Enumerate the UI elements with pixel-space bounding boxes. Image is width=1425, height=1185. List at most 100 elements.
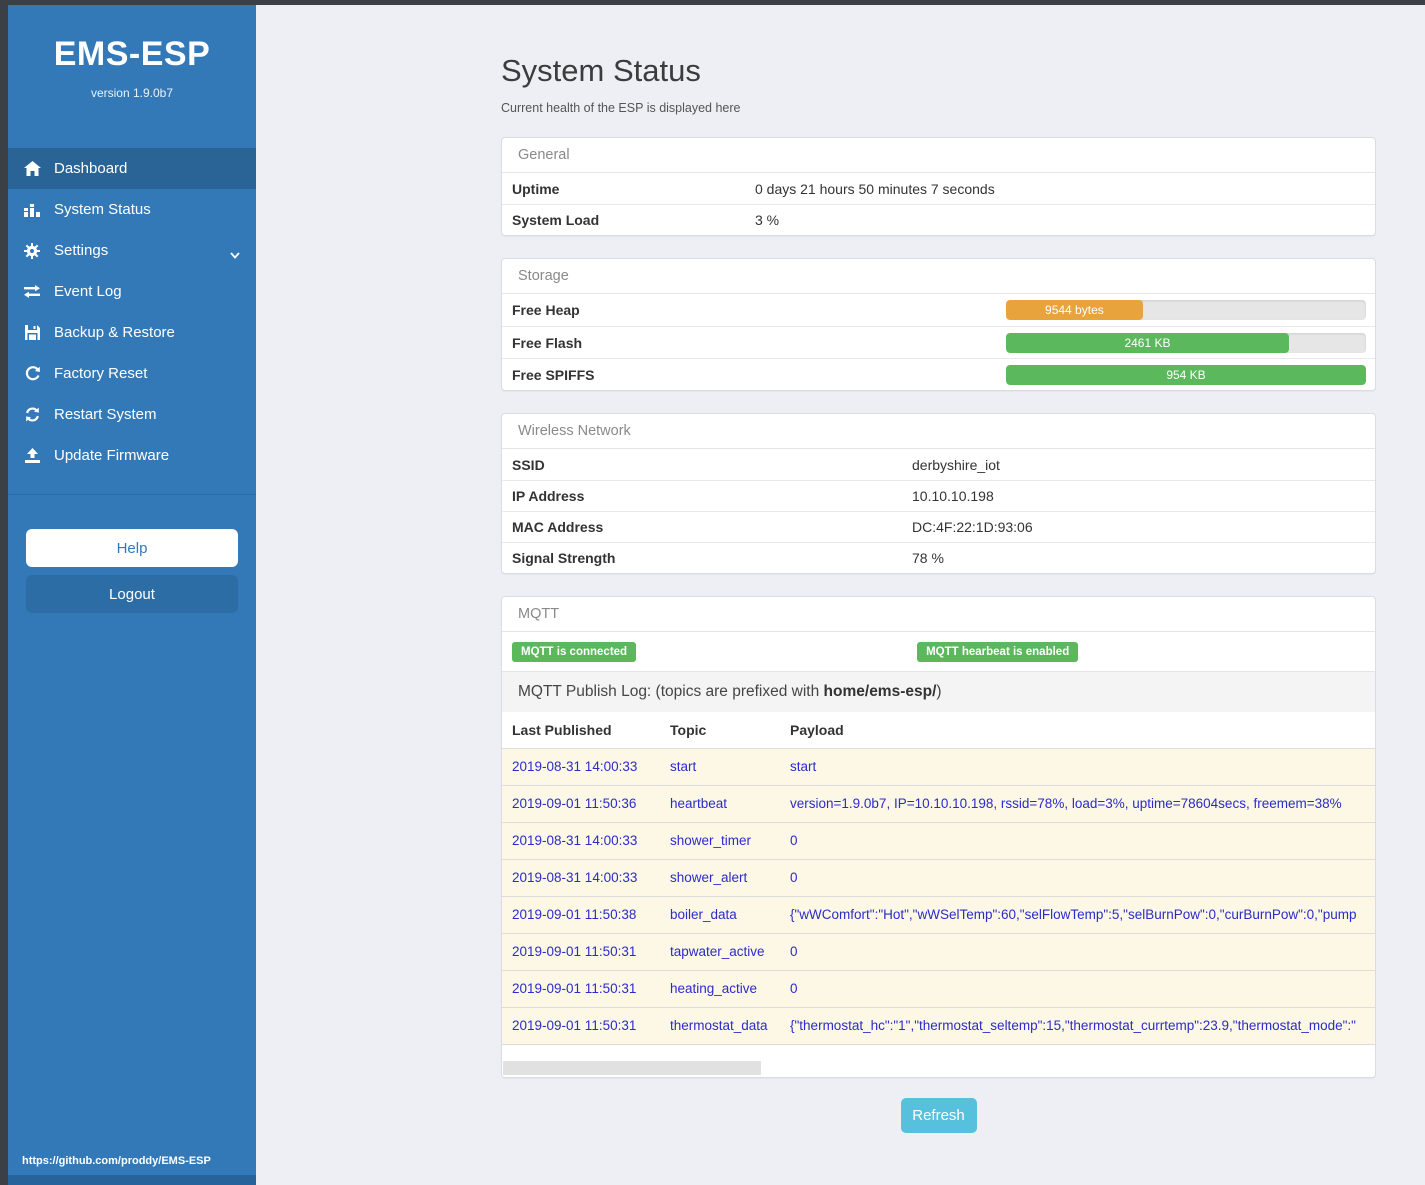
- sidebar-nav: Dashboard System Status: [8, 148, 256, 476]
- cell-payload: {"thermostat_hc":"1","thermostat_seltemp…: [780, 1007, 1375, 1045]
- wireless-row-ip: IP Address 10.10.10.198: [502, 480, 1375, 511]
- sidebar-item-backup-restore[interactable]: Backup & Restore: [8, 312, 256, 353]
- app-version: version 1.9.0b7: [90, 86, 174, 100]
- app-title: EMS-ESP: [53, 35, 211, 73]
- progress-track: 2461 KB: [1006, 332, 1366, 353]
- cell-time: 2019-08-31 14:00:33: [502, 859, 660, 897]
- help-button[interactable]: Help: [26, 529, 238, 567]
- table-row: 2019-09-01 11:50:31 tapwater_active 0: [502, 933, 1375, 971]
- cell-topic: boiler_data: [660, 896, 780, 934]
- github-link[interactable]: https://github.com/proddy/EMS-ESP: [22, 1155, 211, 1167]
- row-label: System Load: [512, 212, 600, 228]
- sidebar-item-label: Backup & Restore: [54, 324, 175, 341]
- cell-payload: version=1.9.0b7, IP=10.10.10.198, rssid=…: [780, 785, 1375, 823]
- cell-time: 2019-08-31 14:00:33: [502, 747, 660, 786]
- row-label: Free Flash: [512, 334, 583, 351]
- row-label: Uptime: [512, 180, 560, 197]
- horizontal-scrollbar: [502, 1060, 1375, 1075]
- sidebar-item-label: Dashboard: [54, 160, 128, 177]
- mqtt-connected-badge: MQTT is connected: [512, 641, 637, 662]
- row-value: derbyshire_iot: [912, 456, 1000, 473]
- panel-header: Storage: [502, 259, 1375, 294]
- sidebar: EMS-ESP version 1.9.0b7 Dashboard Syst: [8, 5, 256, 1185]
- table-row: 2019-09-01 11:50:38 boiler_data {"wWComf…: [502, 896, 1375, 934]
- cell-time: 2019-08-31 14:00:33: [502, 822, 660, 860]
- chevron-down-icon: [230, 246, 240, 263]
- refresh-button[interactable]: Refresh: [900, 1097, 977, 1133]
- home-icon: [22, 161, 42, 176]
- row-value: 0 days 21 hours 50 minutes 7 seconds: [755, 180, 995, 197]
- mqtt-heartbeat-badge: MQTT hearbeat is enabled: [917, 641, 1079, 662]
- row-value: 3 %: [755, 212, 780, 228]
- cell-topic: heartbeat: [660, 785, 780, 823]
- wireless-row-ssid: SSID derbyshire_iot: [502, 449, 1375, 480]
- sidebar-item-restart-system[interactable]: Restart System: [8, 394, 256, 435]
- sidebar-item-label: Event Log: [54, 283, 122, 300]
- progress-value: 954 KB: [1166, 367, 1206, 382]
- cell-topic: shower_timer: [660, 822, 780, 860]
- logout-button[interactable]: Logout: [26, 575, 238, 613]
- panel-header: Wireless Network: [502, 414, 1375, 449]
- sidebar-item-event-log[interactable]: Event Log: [8, 271, 256, 312]
- progress-value: 9544 bytes: [1045, 303, 1104, 317]
- sidebar-item-settings[interactable]: Settings: [8, 230, 256, 271]
- sidebar-item-factory-reset[interactable]: Factory Reset: [8, 353, 256, 394]
- status-bars-icon: [22, 203, 42, 217]
- rotate-reset-icon: [22, 366, 42, 381]
- sidebar-item-label: Factory Reset: [54, 365, 148, 382]
- row-label: Free Heap: [512, 302, 580, 318]
- progress-track: 9544 bytes: [1006, 300, 1366, 320]
- scrollbar-thumb[interactable]: [503, 1060, 761, 1075]
- refresh-container: Refresh: [501, 1097, 1376, 1133]
- row-label: Signal Strength: [512, 550, 616, 566]
- cell-topic: thermostat_data: [660, 1007, 780, 1045]
- col-topic: Topic: [660, 712, 780, 749]
- progress-fill: 954 KB: [1006, 364, 1366, 385]
- row-value: 78 %: [912, 550, 944, 566]
- sidebar-item-label: Restart System: [54, 406, 157, 423]
- row-label: Free SPIFFS: [512, 366, 595, 383]
- panel-header: General: [502, 138, 1375, 173]
- cell-payload: 0: [780, 822, 1375, 860]
- upload-icon: [22, 448, 42, 463]
- page-subtitle: Current health of the ESP is displayed h…: [501, 101, 741, 115]
- main-content: System Status Current health of the ESP …: [256, 5, 1425, 1185]
- progress-track: 954 KB: [1006, 364, 1366, 385]
- cell-time: 2019-09-01 11:50:38: [502, 896, 660, 934]
- cell-time: 2019-09-01 11:50:31: [502, 1007, 660, 1045]
- cell-payload: 0: [780, 933, 1375, 971]
- col-last-published: Last Published: [502, 712, 660, 749]
- sidebar-item-dashboard[interactable]: Dashboard: [8, 148, 256, 189]
- wireless-row-signal: Signal Strength 78 %: [502, 542, 1375, 573]
- page-title: System Status: [501, 53, 701, 88]
- mqtt-log-table: Last Published Topic Payload 2019-08-31 …: [502, 712, 1375, 1045]
- general-row-uptime: Uptime 0 days 21 hours 50 minutes 7 seco…: [502, 173, 1375, 204]
- table-footer-space: [502, 1044, 1375, 1061]
- sidebar-spacer: [8, 613, 256, 1155]
- sidebar-item-label: Settings: [54, 242, 109, 259]
- cell-topic: shower_alert: [660, 859, 780, 897]
- cell-payload: start: [780, 747, 1375, 786]
- sidebar-divider: [8, 494, 256, 495]
- save-floppy-icon: [22, 325, 42, 340]
- sidebar-item-label: System Status: [54, 201, 151, 218]
- wireless-panel: Wireless Network SSID derbyshire_iot IP …: [501, 413, 1376, 574]
- sidebar-item-update-firmware[interactable]: Update Firmware: [8, 435, 256, 476]
- storage-panel: Storage Free Heap 9544 bytes Free Flash …: [501, 258, 1376, 391]
- general-row-system-load: System Load 3 %: [502, 204, 1375, 235]
- storage-row-free-spiffs: Free SPIFFS 954 KB: [502, 358, 1375, 390]
- sidebar-item-system-status[interactable]: System Status: [8, 189, 256, 230]
- mqtt-publish-log-title: MQTT Publish Log: (topics are prefixed w…: [502, 671, 1375, 712]
- table-row: 2019-08-31 14:00:33 start start: [502, 747, 1375, 786]
- progress-fill: 2461 KB: [1006, 332, 1289, 353]
- cell-time: 2019-09-01 11:50:31: [502, 933, 660, 971]
- cell-topic: tapwater_active: [660, 933, 780, 971]
- cell-payload: 0: [780, 970, 1375, 1008]
- table-row: 2019-09-01 11:50:31 heating_active 0: [502, 970, 1375, 1008]
- exchange-arrows-icon: [22, 285, 42, 298]
- cell-payload: 0: [780, 859, 1375, 897]
- sync-icon: [22, 407, 42, 422]
- mqtt-panel: MQTT MQTT is connected MQTT hearbeat is …: [501, 596, 1376, 1078]
- table-row: 2019-09-01 11:50:31 thermostat_data {"th…: [502, 1007, 1375, 1045]
- table-row: 2019-09-01 11:50:36 heartbeat version=1.…: [502, 785, 1375, 823]
